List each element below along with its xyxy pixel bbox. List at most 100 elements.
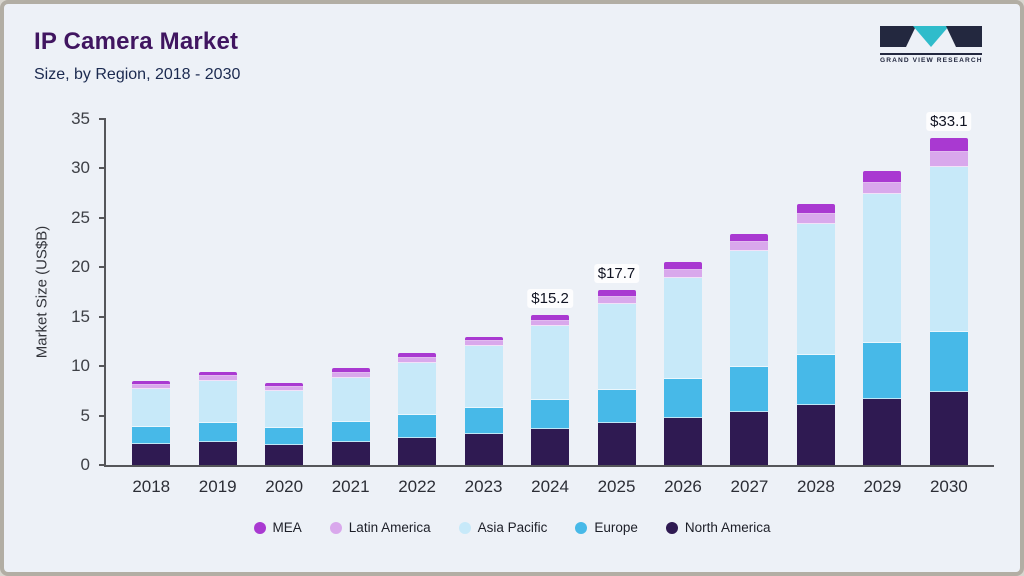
segment-latin-america-2029[interactable] — [863, 183, 902, 194]
segment-asia-pacific-2027[interactable] — [730, 251, 769, 367]
bar-value-label-2025: $17.7 — [593, 264, 640, 284]
segment-europe-2026[interactable] — [663, 378, 702, 418]
segment-latin-america-2020[interactable] — [265, 386, 304, 391]
y-axis-tick-mark — [99, 167, 106, 170]
segment-europe-2019[interactable] — [198, 423, 237, 443]
y-axis-tick-label: 30 — [71, 158, 90, 178]
stacked-bar-2025[interactable]: $17.7 — [593, 264, 640, 465]
legend-item-north-america[interactable]: North America — [665, 520, 770, 535]
segment-mea-2027[interactable] — [730, 233, 769, 243]
segment-europe-2020[interactable] — [265, 428, 304, 446]
segment-asia-pacific-2025[interactable] — [597, 303, 636, 390]
segment-north-america-2021[interactable] — [331, 442, 370, 465]
segment-north-america-2022[interactable] — [398, 438, 437, 465]
segment-mea-2028[interactable] — [796, 204, 835, 214]
header: IP Camera Market Size, by Region, 2018 -… — [34, 28, 240, 84]
y-axis-tick-label: 10 — [71, 356, 90, 376]
segment-mea-2026[interactable] — [663, 262, 702, 271]
segment-latin-america-2023[interactable] — [464, 341, 503, 347]
segment-latin-america-2025[interactable] — [597, 296, 636, 304]
segment-north-america-2020[interactable] — [265, 445, 304, 465]
segment-asia-pacific-2020[interactable] — [265, 390, 304, 429]
segment-latin-america-2028[interactable] — [796, 213, 835, 224]
segment-latin-america-2019[interactable] — [198, 376, 237, 381]
segment-europe-2028[interactable] — [796, 354, 835, 405]
segment-asia-pacific-2030[interactable] — [929, 167, 968, 333]
segment-latin-america-2027[interactable] — [730, 242, 769, 252]
segment-mea-2022[interactable] — [398, 353, 437, 359]
segment-europe-2025[interactable] — [597, 389, 636, 424]
legend-item-latin-america[interactable]: Latin America — [329, 520, 431, 535]
segment-europe-2021[interactable] — [331, 422, 370, 443]
legend-item-asia-pacific[interactable]: Asia Pacific — [458, 520, 547, 535]
x-axis-label-2028: 2028 — [797, 477, 835, 496]
legend-dot-mea — [253, 521, 266, 534]
segment-latin-america-2018[interactable] — [132, 384, 171, 389]
segment-asia-pacific-2023[interactable] — [464, 346, 503, 408]
segment-asia-pacific-2022[interactable] — [398, 362, 437, 416]
segment-latin-america-2030[interactable] — [929, 152, 968, 168]
bar-group-2027 — [716, 119, 782, 465]
segment-asia-pacific-2019[interactable] — [198, 380, 237, 424]
x-axis-label-2022: 2022 — [398, 477, 437, 496]
segment-mea-2023[interactable] — [464, 336, 503, 342]
segment-north-america-2030[interactable] — [929, 391, 968, 465]
segment-latin-america-2026[interactable] — [663, 270, 702, 278]
x-axis-label-2018: 2018 — [132, 477, 171, 496]
stacked-bar-2026[interactable] — [663, 262, 702, 465]
grand-view-research-logo: GRAND VIEW RESEARCH — [880, 26, 982, 64]
segment-mea-2021[interactable] — [331, 368, 370, 373]
segment-north-america-2025[interactable] — [597, 423, 636, 465]
stacked-bar-2024[interactable]: $15.2 — [527, 288, 573, 465]
stacked-bar-2027[interactable] — [730, 233, 769, 465]
segment-north-america-2019[interactable] — [198, 442, 237, 465]
segment-asia-pacific-2018[interactable] — [132, 388, 171, 428]
legend-item-mea[interactable]: MEA — [253, 520, 302, 535]
stacked-bar-2021[interactable] — [331, 368, 370, 465]
segment-asia-pacific-2024[interactable] — [531, 326, 570, 400]
segment-north-america-2026[interactable] — [663, 417, 702, 465]
segment-europe-2030[interactable] — [929, 332, 968, 392]
segment-mea-2029[interactable] — [863, 171, 902, 184]
segment-mea-2019[interactable] — [198, 372, 237, 377]
segment-mea-2018[interactable] — [132, 380, 171, 385]
segment-north-america-2018[interactable] — [132, 444, 171, 465]
segment-europe-2029[interactable] — [863, 343, 902, 399]
segment-latin-america-2021[interactable] — [331, 372, 370, 378]
stacked-bar-2019[interactable] — [198, 372, 237, 465]
segment-asia-pacific-2026[interactable] — [663, 277, 702, 379]
segment-mea-2025[interactable] — [597, 290, 636, 297]
segment-north-america-2024[interactable] — [531, 429, 570, 465]
segment-europe-2018[interactable] — [132, 427, 171, 445]
y-axis-tick-mark — [99, 414, 106, 417]
segment-mea-2024[interactable] — [531, 314, 570, 321]
segment-north-america-2028[interactable] — [796, 404, 835, 465]
segment-europe-2027[interactable] — [730, 366, 769, 412]
stacked-bar-2018[interactable] — [132, 380, 171, 465]
segment-europe-2022[interactable] — [398, 415, 437, 439]
segment-north-america-2023[interactable] — [464, 434, 503, 465]
segment-europe-2023[interactable] — [464, 407, 503, 435]
legend-item-europe[interactable]: Europe — [575, 520, 638, 535]
segment-europe-2024[interactable] — [531, 399, 570, 430]
segment-asia-pacific-2029[interactable] — [863, 193, 902, 344]
stacked-bar-2029[interactable] — [863, 171, 902, 465]
bar-group-2022 — [384, 119, 450, 465]
stacked-bar-2020[interactable] — [265, 382, 304, 465]
stacked-bar-2023[interactable] — [464, 336, 503, 465]
stacked-bar-2030[interactable]: $33.1 — [926, 111, 972, 465]
x-axis-label-2024: 2024 — [531, 477, 569, 496]
segment-asia-pacific-2021[interactable] — [331, 377, 370, 423]
segment-asia-pacific-2028[interactable] — [796, 223, 835, 355]
segment-latin-america-2022[interactable] — [398, 358, 437, 363]
bar-group-2021 — [317, 119, 383, 465]
bar-value-label-2024: $15.2 — [527, 288, 573, 308]
segment-mea-2020[interactable] — [265, 382, 304, 387]
stacked-bar-2022[interactable] — [398, 353, 437, 465]
stacked-bar-2028[interactable] — [796, 204, 835, 465]
segment-latin-america-2024[interactable] — [531, 320, 570, 327]
segment-north-america-2027[interactable] — [730, 411, 769, 465]
segment-north-america-2029[interactable] — [863, 398, 902, 465]
segment-mea-2030[interactable] — [929, 137, 968, 153]
